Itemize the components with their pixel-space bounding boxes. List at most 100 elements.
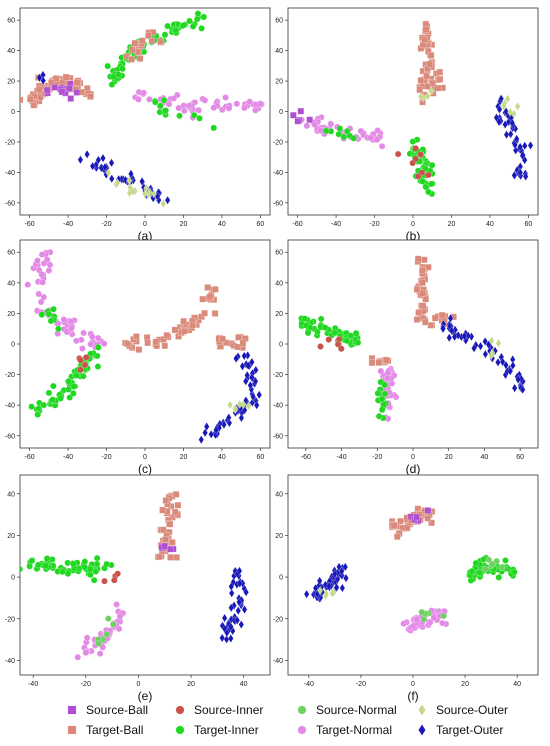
point-target-outer [198, 435, 205, 445]
point-target-outer [36, 73, 43, 83]
point-target-inner [34, 411, 41, 418]
panel-e: -40 -20 0 20 40 -40 -20 0 20 40 (e) [5, 474, 271, 703]
point-target-outer [493, 113, 500, 123]
point-target-inner [59, 568, 66, 576]
point-target-ball [419, 302, 427, 310]
point-target-ball [138, 37, 146, 45]
point-target-outer [522, 171, 529, 182]
point-target-inner [45, 389, 53, 397]
point-target-normal [201, 97, 209, 104]
point-target-inner [419, 177, 426, 185]
point-target-inner [343, 127, 351, 135]
legend-marker-source-inner [175, 705, 185, 715]
point-target-normal [146, 96, 153, 103]
scatter-points [290, 20, 534, 198]
point-target-inner [94, 344, 102, 351]
point-target-ball [144, 339, 151, 347]
point-target-inner [198, 25, 205, 32]
point-target-outer [228, 581, 235, 592]
y-tick-label: 0 [279, 342, 283, 349]
point-target-outer [228, 588, 235, 598]
point-target-ball [131, 39, 139, 47]
point-target-ball [35, 85, 43, 93]
point-target-inner [172, 26, 180, 34]
point-target-normal [80, 329, 87, 337]
point-target-inner [375, 412, 383, 420]
point-target-outer [316, 576, 323, 586]
legend-item-source-outer: Source-Outer [418, 703, 508, 717]
plot-frame [287, 474, 539, 676]
point-source-normal [103, 631, 111, 638]
point-target-normal [82, 649, 90, 656]
point-source-outer [507, 107, 514, 117]
point-target-outer [461, 331, 468, 341]
point-target-ball [422, 318, 429, 326]
point-target-normal [79, 345, 86, 352]
point-source-inner [394, 150, 402, 158]
point-target-ball [160, 526, 167, 534]
x-tick-label: -20 [81, 681, 91, 688]
point-target-outer [247, 380, 254, 390]
point-target-inner [301, 315, 309, 322]
point-target-inner [422, 183, 430, 191]
point-target-outer [342, 562, 349, 572]
x-tick-label: -40 [331, 221, 341, 228]
legend: Source-Ball Source-Inner Source-Normal Sour… [67, 703, 508, 737]
point-source-normal [418, 608, 426, 616]
point-target-normal [116, 613, 124, 620]
point-source-normal [109, 621, 117, 628]
point-target-ball [26, 95, 34, 103]
legend-item-target-normal: Target-Normal [297, 723, 392, 737]
point-target-outer [527, 140, 534, 150]
point-target-inner [81, 558, 89, 565]
x-tick-label: -20 [101, 454, 111, 461]
point-target-ball [128, 46, 136, 54]
point-target-ball [133, 333, 140, 340]
point-target-outer [448, 326, 455, 336]
x-tick-label: 20 [448, 221, 456, 228]
y-tick-label: -40 [273, 403, 283, 410]
point-target-ball [152, 338, 160, 346]
point-target-outer [235, 606, 242, 616]
point-source-ball [73, 89, 81, 96]
point-target-inner [335, 130, 343, 138]
point-target-outer [239, 361, 246, 371]
point-target-ball [424, 515, 432, 522]
y-tick-label: 20 [7, 79, 15, 86]
point-target-normal [165, 100, 173, 108]
legend-item-source-inner: Source-Inner [175, 703, 263, 717]
point-target-normal [100, 340, 108, 348]
point-target-ball [375, 359, 383, 366]
point-target-outer [507, 129, 514, 139]
point-target-normal [413, 616, 421, 623]
point-source-inner [101, 577, 108, 585]
point-target-ball [235, 334, 242, 341]
x-tick-label: -60 [25, 221, 35, 228]
point-target-outer [236, 578, 243, 589]
point-target-ball [171, 508, 179, 516]
x-tick-label: 60 [256, 454, 264, 461]
point-target-normal [94, 334, 102, 342]
legend-marker-target-normal [297, 725, 307, 735]
point-target-normal [74, 653, 82, 661]
point-target-inner [160, 96, 168, 104]
point-target-outer [326, 581, 332, 591]
point-target-ball [189, 321, 196, 329]
point-source-outer [160, 199, 167, 209]
x-tick-label: 0 [411, 221, 415, 228]
point-source-inner [82, 354, 90, 361]
y-tick-label: -60 [273, 200, 283, 207]
point-target-ball [422, 26, 430, 33]
point-target-inner [331, 329, 339, 337]
point-target-inner [190, 111, 198, 119]
y-tick-label: 40 [275, 491, 283, 498]
point-target-outer [108, 158, 115, 168]
point-target-outer [248, 357, 255, 367]
legend-item-target-outer: Target-Outer [418, 723, 503, 737]
point-target-inner [47, 317, 55, 325]
panel-label: (d) [406, 462, 421, 476]
point-target-inner [200, 13, 208, 21]
x-tick-label: -40 [304, 681, 314, 688]
point-target-inner [427, 180, 435, 188]
point-source-inner [77, 366, 84, 374]
